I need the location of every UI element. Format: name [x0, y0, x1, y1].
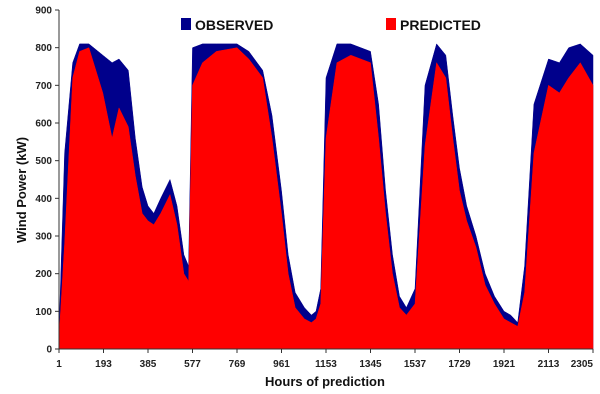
- x-tick-label: 1729: [448, 359, 471, 370]
- x-tick-label: 385: [140, 359, 157, 370]
- x-tick-label: 2305: [571, 359, 594, 370]
- y-tick-label: 900: [35, 6, 52, 17]
- ticks-layer: 0 100 200 300 400 500 600 700 800 900 1 193 385 577 76…: [35, 6, 594, 370]
- legend-swatch-predicted: [386, 18, 396, 30]
- x-tick-label: 1345: [359, 359, 382, 370]
- y-tick-label: 200: [35, 269, 52, 280]
- legend-swatch-observed: [181, 18, 191, 30]
- x-tick-label: 961: [273, 359, 290, 370]
- x-tick-label: 193: [95, 359, 112, 370]
- x-tick-label: 1921: [493, 359, 516, 370]
- x-tick-label: 1: [56, 359, 62, 370]
- y-tick-label: 800: [35, 43, 52, 54]
- series-layer: [58, 43, 594, 350]
- x-tick-label: 769: [229, 359, 246, 370]
- legend: OBSERVED PREDICTED: [181, 17, 481, 33]
- x-axis-title: Hours of prediction: [265, 374, 385, 389]
- series-area-predicted: [58, 47, 594, 350]
- y-tick-label: 0: [46, 345, 52, 356]
- y-tick-label: 100: [35, 307, 52, 318]
- x-tick-label: 2113: [538, 359, 560, 370]
- y-axis-title: Wind Power (kW): [14, 137, 29, 243]
- y-tick-label: 700: [35, 81, 52, 92]
- x-tick-label: 577: [184, 359, 201, 370]
- y-tick-label: 400: [35, 194, 52, 205]
- legend-label-predicted: PREDICTED: [400, 17, 481, 33]
- x-tick-label: 1153: [315, 359, 337, 370]
- x-tick-label: 1537: [404, 359, 427, 370]
- y-tick-label: 300: [35, 232, 52, 243]
- legend-label-observed: OBSERVED: [195, 17, 273, 33]
- y-tick-label: 600: [35, 119, 52, 130]
- y-tick-label: 500: [35, 156, 52, 167]
